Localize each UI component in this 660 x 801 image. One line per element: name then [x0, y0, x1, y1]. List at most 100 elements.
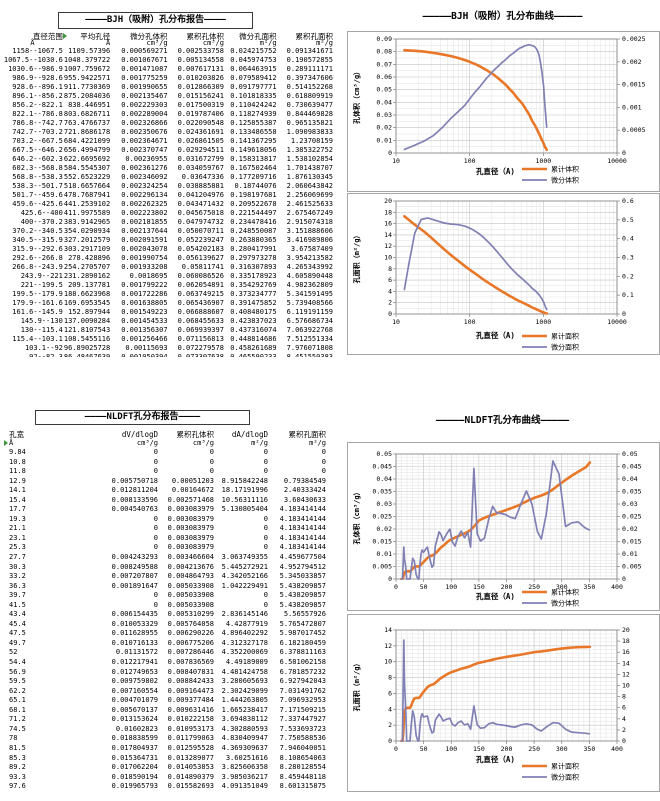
- table-cell: 81.5: [9, 743, 26, 752]
- table-row: 92--82.3 86.48467639 0.001050394 0.07330763…: [2, 353, 334, 357]
- svg-text:0: 0: [394, 745, 398, 753]
- svg-text:150: 150: [473, 745, 485, 753]
- table-cell: 0.007207807: [111, 572, 158, 581]
- svg-text:0: 0: [622, 737, 626, 745]
- table-cell: 0.280417991: [230, 245, 277, 253]
- svg-text:累计体积: 累计体积: [551, 588, 579, 597]
- svg-text:累计面积: 累计面积: [551, 762, 579, 771]
- table-row: 74.5 0.01602823 0.010953173 4.302880593 7.53…: [2, 725, 327, 735]
- table-cell: 0.458261689: [230, 344, 277, 352]
- table-row: 65.1 0.004701079 0.009377484 1.444263805 7.0…: [2, 696, 327, 706]
- table-cell: 0.066888607: [177, 308, 224, 316]
- table-row: 15.4 0.008133596 0.002571468 10.56311116 3.6…: [2, 496, 327, 506]
- table-cell: 7.063922768: [286, 326, 333, 334]
- table-cell: 0.514152268: [286, 83, 333, 91]
- table-cell: 0.017500319: [177, 101, 224, 109]
- column-header: 累积孔面积: [295, 32, 334, 41]
- table-cell: 0: [321, 448, 326, 456]
- table-cell: 411.9975589: [63, 209, 111, 217]
- table-cell: 0.079589412: [230, 74, 277, 82]
- axis-labels: 0 50 100 150 200 250 300 350 40000.0050.010.0150…: [372, 450, 641, 591]
- svg-text:16: 16: [622, 648, 630, 656]
- table-cell: 0.013153624: [111, 715, 158, 724]
- table-cell: 0.056139627: [177, 254, 224, 262]
- table-cell: 0.052239247: [177, 236, 224, 244]
- y-axis-title: 孔体积（cm³/g）: [352, 68, 361, 124]
- table-cell: 0.844469828: [286, 110, 333, 118]
- table-cell: 0.014053853: [167, 763, 214, 772]
- series-line-累计面积: [400, 645, 592, 742]
- table-cell: 0.248550087: [230, 227, 277, 235]
- svg-text:0.015: 0.015: [372, 538, 392, 546]
- column-unit: Å: [30, 39, 35, 47]
- table-row: 85.3 0.015364731 0.013289077 3.60251616 8.10…: [2, 754, 327, 764]
- svg-text:2: 2: [388, 721, 392, 729]
- table-cell: 5.345033857: [279, 572, 326, 581]
- table-cell: 742.7--703.2: [12, 128, 63, 136]
- svg-text:200: 200: [501, 745, 513, 753]
- table-cell: 0.011799063: [167, 734, 214, 743]
- table-cell: 0.158313817: [230, 155, 277, 163]
- svg-text:16: 16: [384, 220, 392, 228]
- table-cell: 0.001799222: [121, 281, 168, 289]
- table-cell: 0.001933208: [121, 263, 168, 271]
- table-cell: 86.48467639: [63, 353, 111, 357]
- series-line-微分体积: [400, 460, 591, 580]
- table-cell: 4.982362809: [286, 281, 333, 289]
- bjh-area-chart: 10 100 1000 10000 0 2 4 6 8 10 12 14 16 18 20 0 0.1 0.2 0.…: [347, 193, 660, 355]
- table-cell: 4.312327178: [221, 638, 268, 647]
- table-cell: 0.618809919: [286, 92, 333, 100]
- svg-text:0.6: 0.6: [622, 197, 634, 205]
- table-cell: 1.538102854: [286, 155, 333, 163]
- svg-text:0.2: 0.2: [622, 272, 634, 280]
- table-cell: 5.438209857: [279, 591, 326, 600]
- axis-labels: 10 100 1000 100000246810121416182000.10.20.…: [384, 197, 634, 326]
- table-cell: 340.5--315.9: [12, 236, 63, 244]
- table-cell: 0.001775259: [121, 74, 168, 82]
- svg-text:350: 350: [584, 745, 596, 753]
- table-cell: 0: [263, 448, 268, 456]
- column-unit: cm³/g: [136, 439, 158, 447]
- table-cell: 5.56557926: [283, 610, 326, 619]
- table-cell: 0: [263, 514, 268, 523]
- legend-item-累计面积: 累计面积: [521, 332, 579, 341]
- table-row: 315.9--292.6 303.2917109 0.002043078 0.0542…: [2, 245, 334, 254]
- table-row: 425.6--400 411.9975589 0.002223802 0.045675…: [2, 209, 334, 218]
- column-header: 直径范围: [32, 32, 63, 41]
- table-cell: 1.090983833: [286, 128, 333, 136]
- series-line-累计体积: [403, 48, 548, 152]
- table-cell: 7.512551334: [286, 335, 333, 343]
- table-cell: 667.5--646.2: [12, 146, 63, 154]
- table-cell: 30.3: [9, 562, 26, 571]
- table-row: 130--115.4 121.8107543 0.001356307 0.069939…: [2, 326, 334, 335]
- table-cell: 10.8: [9, 457, 26, 466]
- legend-item-微分体积: 微分体积: [521, 176, 579, 185]
- table-cell: 45.4: [9, 619, 26, 628]
- svg-text:0: 0: [388, 575, 392, 583]
- table-cell: 4.183414144: [279, 543, 326, 552]
- svg-text:4: 4: [388, 287, 392, 295]
- table-cell: 92--82.3: [29, 353, 63, 357]
- nldft-report-section: ————NLDFT孔分布报告———— 孔宽 dV/dlogD 累积孔体积 dA/dlo…: [2, 408, 334, 801]
- table-cell: 0.002137644: [121, 227, 168, 235]
- table-cell: 0.437316074: [230, 326, 277, 334]
- table-cell: 0.018590194: [111, 772, 158, 781]
- bjh-volume-chart: 10 100 1000 10000 0 0.01 0.02 0.03 0.04 0.05 0.06 0…: [347, 31, 660, 192]
- table-cell: 0.010953173: [167, 724, 214, 733]
- bjh-area-curve-svg: 10 100 1000 100000246810121416182000.10.20.…: [352, 197, 634, 352]
- table-row: 602.3--568.8 584.5545307 0.002361276 0.0340…: [2, 164, 334, 173]
- table-cell: 0.01602823: [115, 724, 158, 733]
- table-cell: 4.342052166: [221, 572, 268, 581]
- svg-text:0.02: 0.02: [376, 124, 392, 132]
- table-cell: 14.1: [9, 486, 26, 495]
- svg-text:0.002: 0.002: [622, 58, 642, 66]
- table-cell: 0.026861505: [177, 137, 224, 145]
- column-unit: m²/g: [251, 439, 268, 447]
- table-cell: 71.2: [9, 715, 26, 724]
- table-cell: 0.423837023: [230, 317, 277, 325]
- table-cell: 0.002135467: [121, 92, 168, 100]
- svg-text:0.07: 0.07: [376, 60, 392, 68]
- series-line-累计面积: [403, 214, 548, 315]
- table-cell: 0.009164473: [167, 686, 214, 695]
- svg-text:250: 250: [528, 583, 540, 591]
